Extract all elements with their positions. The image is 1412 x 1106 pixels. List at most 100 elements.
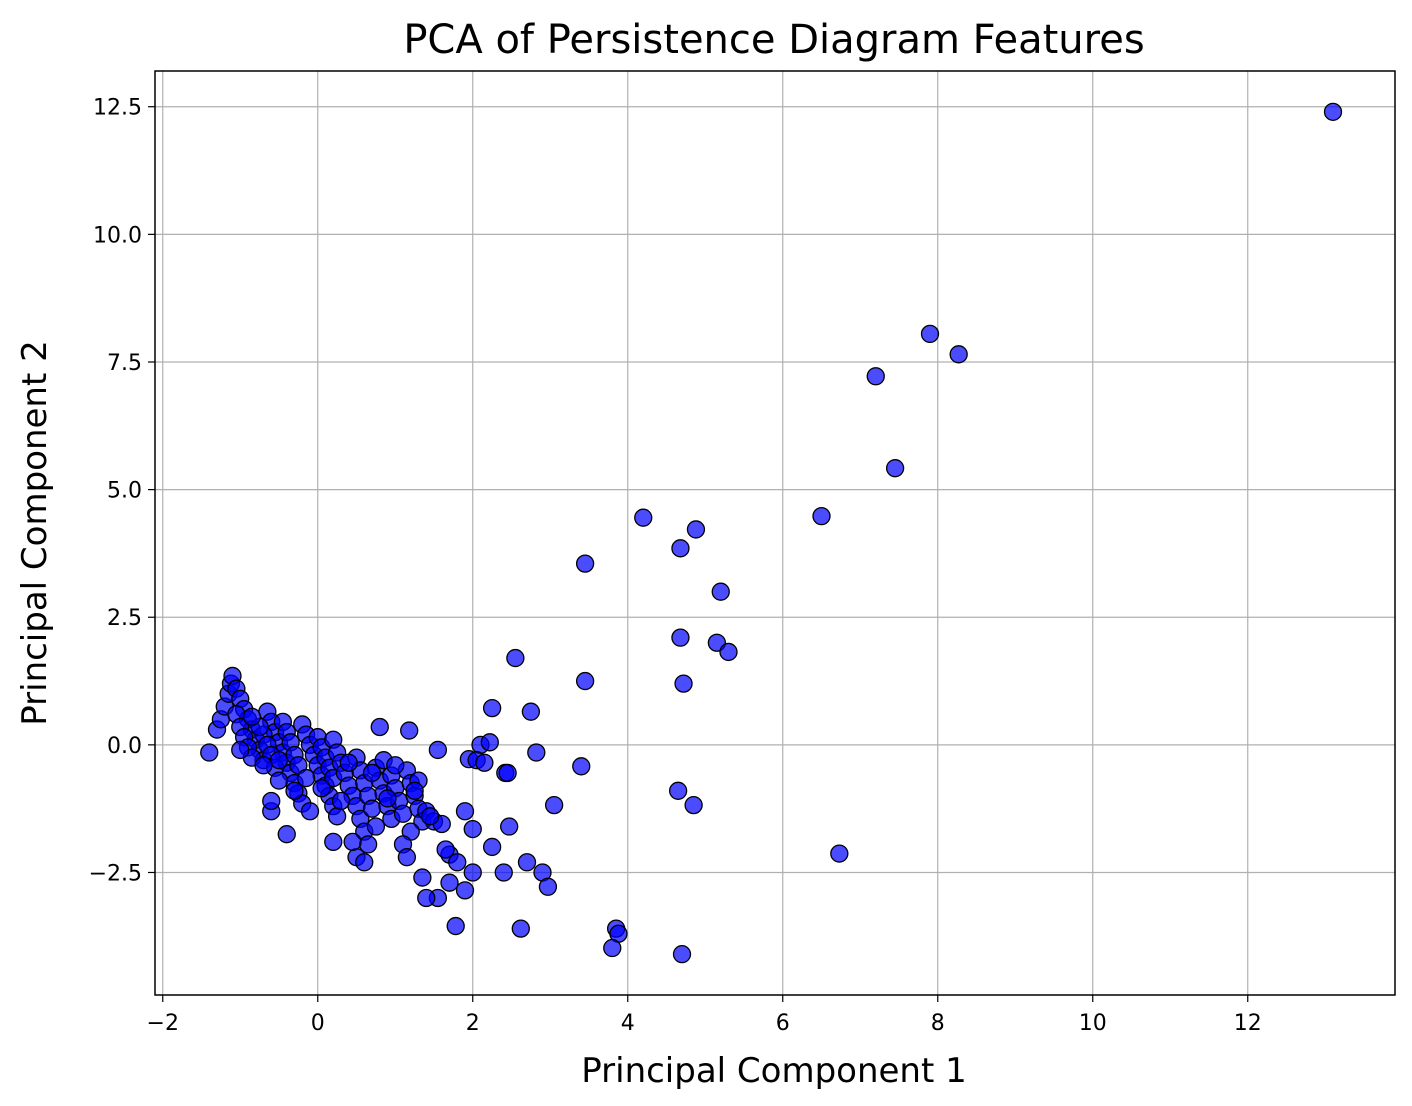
data-points [200,102,1343,964]
x-tick-label: −2 [147,1011,179,1036]
data-point [386,756,405,775]
data-point [269,751,289,770]
data-point [378,789,397,808]
data-point [517,853,537,872]
data-point [242,707,262,726]
data-point [511,919,530,938]
data-point [506,648,525,668]
data-point [668,781,688,800]
x-tick-label: 8 [931,1011,945,1036]
data-point [634,508,653,527]
data-point [572,757,591,776]
data-point [671,539,690,558]
data-point [200,743,219,762]
chart-title: PCA of Persistence Diagram Features [403,17,1144,63]
x-tick-label: 12 [1234,1011,1262,1036]
x-tick-label: 0 [311,1011,325,1036]
data-point [920,324,940,344]
data-point [405,781,424,800]
data-point [262,791,281,811]
x-axis-title: Principal Component 1 [581,1051,967,1091]
data-point [719,642,738,662]
y-axis-title: Principal Component 2 [15,340,55,726]
data-point [428,740,448,760]
data-point [885,459,905,478]
y-tick-label: 2.5 [107,606,142,631]
data-point [674,674,693,693]
data-point [400,721,419,740]
y-tick-label: 5.0 [107,479,142,504]
data-point [362,799,382,818]
data-point [231,740,250,760]
data-point [448,853,467,872]
data-point [420,807,440,826]
data-point [397,848,417,867]
data-point [672,945,692,964]
x-tick-label: 2 [466,1011,480,1036]
data-point [463,819,482,839]
data-point [1323,102,1343,121]
data-point [285,781,304,800]
data-point [324,832,343,852]
data-point [684,795,703,815]
data-point [686,520,706,539]
data-point [830,844,849,863]
data-point [339,753,358,772]
data-point [500,817,519,836]
data-point [544,795,564,815]
data-point [417,888,436,908]
data-point [327,807,347,826]
data-point [440,873,459,892]
plot-frame [154,70,1396,996]
data-point [812,507,831,526]
x-tick-label: 10 [1079,1011,1107,1036]
data-point [413,868,432,887]
data-point [393,804,413,823]
data-point [455,802,475,821]
data-point [671,628,690,647]
data-point [538,877,558,896]
y-tick-label: 12.5 [93,96,142,121]
data-point [711,582,730,601]
data-point [482,698,502,718]
data-point [362,763,382,783]
data-point [355,853,374,872]
data-point [254,756,273,775]
data-point [521,702,541,721]
y-axis-ticks: −2.5 0.0 2.5 5.0 7.5 10.0 12.5 [89,96,155,886]
y-tick-label: −2.5 [89,861,142,886]
data-point [480,733,499,752]
data-point [603,938,622,958]
data-point [482,837,502,857]
data-point [866,367,885,386]
x-tick-label: 4 [621,1011,635,1036]
data-point [300,802,320,821]
data-point [575,671,595,691]
y-tick-label: 10.0 [93,223,142,248]
grid-lines [155,71,1395,995]
data-point [494,863,513,882]
x-axis-ticks: −2 0 2 4 6 8 10 12 [147,995,1262,1036]
data-point [277,825,296,844]
data-point [296,768,316,788]
data-point [312,779,331,798]
data-point [343,832,362,852]
data-point [475,753,494,772]
data-point [269,771,289,790]
y-tick-label: 7.5 [107,351,142,376]
data-point [436,840,455,859]
y-tick-label: 0.0 [107,734,142,759]
x-tick-label: 6 [776,1011,790,1036]
data-point [463,863,482,882]
data-point [446,916,465,936]
data-point [370,717,389,737]
data-point [527,743,546,762]
data-point [455,881,475,900]
data-point [366,817,386,836]
data-point [331,791,351,811]
data-point [949,345,968,364]
data-point [498,763,517,783]
data-point [575,554,595,573]
